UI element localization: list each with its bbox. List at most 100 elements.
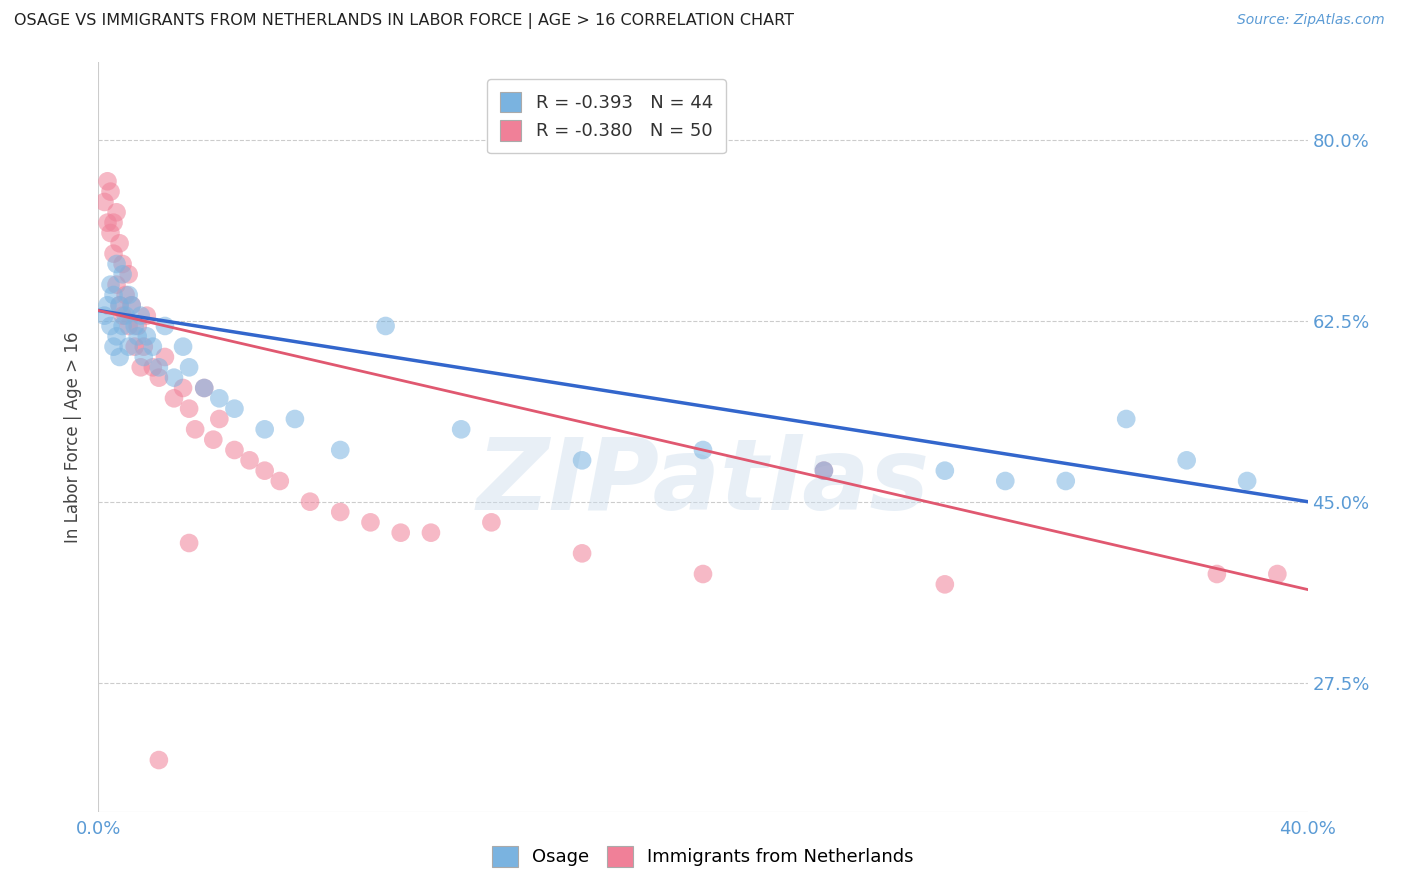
Point [129, 360, 152, 375]
Point [96, 298, 118, 312]
Point [163, 392, 186, 406]
Point [108, 350, 131, 364]
Point [179, 536, 201, 550]
Point [142, 340, 165, 354]
Point [118, 268, 141, 282]
Point [114, 309, 136, 323]
Legend: Osage, Immigrants from Netherlands: Osage, Immigrants from Netherlands [485, 838, 921, 874]
Point [420, 525, 443, 540]
Point [1175, 453, 1198, 467]
Point [111, 309, 134, 323]
Point [96, 216, 118, 230]
Point [172, 340, 194, 354]
Point [132, 350, 155, 364]
Point [103, 288, 125, 302]
Point [132, 340, 155, 354]
Point [813, 464, 835, 478]
Point [208, 412, 231, 426]
Point [108, 298, 131, 312]
Point [184, 422, 207, 436]
Point [105, 329, 128, 343]
Point [148, 360, 170, 375]
Point [329, 505, 352, 519]
Point [111, 318, 134, 333]
Point [299, 494, 322, 508]
Point [148, 753, 170, 767]
Y-axis label: In Labor Force | Age > 16: In Labor Force | Age > 16 [65, 331, 83, 543]
Point [692, 567, 714, 582]
Point [179, 360, 201, 375]
Point [994, 474, 1017, 488]
Point [374, 318, 396, 333]
Point [129, 309, 152, 323]
Point [153, 350, 176, 364]
Point [108, 236, 131, 251]
Point [692, 442, 714, 457]
Text: OSAGE VS IMMIGRANTS FROM NETHERLANDS IN LABOR FORCE | AGE > 16 CORRELATION CHART: OSAGE VS IMMIGRANTS FROM NETHERLANDS IN … [14, 13, 794, 29]
Point [105, 277, 128, 292]
Point [1267, 567, 1289, 582]
Point [934, 464, 956, 478]
Point [100, 318, 122, 333]
Point [389, 525, 412, 540]
Point [103, 216, 125, 230]
Point [121, 298, 143, 312]
Text: ZIPatlas: ZIPatlas [477, 434, 929, 531]
Point [172, 381, 194, 395]
Point [253, 422, 276, 436]
Point [1054, 474, 1077, 488]
Point [124, 340, 146, 354]
Point [96, 174, 118, 188]
Point [1206, 567, 1229, 582]
Point [571, 453, 593, 467]
Point [1115, 412, 1137, 426]
Point [124, 318, 146, 333]
Point [193, 381, 215, 395]
Point [100, 277, 122, 292]
Point [148, 370, 170, 384]
Point [202, 433, 225, 447]
Point [111, 257, 134, 271]
Point [105, 205, 128, 219]
Point [108, 298, 131, 312]
Point [153, 318, 176, 333]
Point [253, 464, 276, 478]
Point [103, 340, 125, 354]
Point [239, 453, 262, 467]
Point [127, 318, 149, 333]
Point [813, 464, 835, 478]
Point [934, 577, 956, 591]
Point [284, 412, 307, 426]
Point [100, 226, 122, 240]
Text: Source: ZipAtlas.com: Source: ZipAtlas.com [1237, 13, 1385, 28]
Legend: R = -0.393   N = 44, R = -0.380   N = 50: R = -0.393 N = 44, R = -0.380 N = 50 [486, 79, 725, 153]
Point [179, 401, 201, 416]
Point [224, 442, 246, 457]
Point [193, 381, 215, 395]
Point [93, 194, 115, 209]
Point [127, 329, 149, 343]
Point [114, 288, 136, 302]
Point [329, 442, 352, 457]
Point [118, 340, 141, 354]
Point [481, 516, 503, 530]
Point [224, 401, 246, 416]
Point [269, 474, 291, 488]
Point [103, 246, 125, 260]
Point [1236, 474, 1258, 488]
Point [135, 309, 157, 323]
Point [360, 516, 382, 530]
Point [105, 257, 128, 271]
Point [571, 546, 593, 560]
Point [100, 185, 122, 199]
Point [118, 288, 141, 302]
Point [142, 360, 165, 375]
Point [93, 309, 115, 323]
Point [135, 329, 157, 343]
Point [118, 318, 141, 333]
Point [450, 422, 472, 436]
Point [163, 370, 186, 384]
Point [111, 268, 134, 282]
Point [208, 392, 231, 406]
Point [121, 298, 143, 312]
